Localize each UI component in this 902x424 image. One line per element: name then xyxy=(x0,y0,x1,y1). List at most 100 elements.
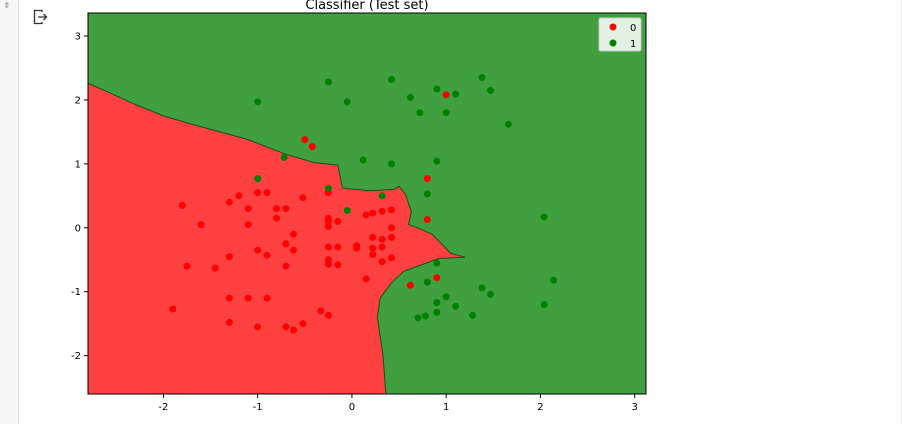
point-class-0 xyxy=(197,221,205,229)
point-class-0 xyxy=(254,246,262,254)
point-class-1 xyxy=(504,120,512,128)
point-class-0 xyxy=(301,136,309,144)
point-class-0 xyxy=(290,230,297,238)
y-tick-label: 3 xyxy=(75,32,81,43)
point-class-0 xyxy=(290,326,297,334)
point-class-0 xyxy=(225,198,233,206)
point-class-1 xyxy=(423,278,431,286)
point-class-0 xyxy=(433,274,441,282)
plot-frame xyxy=(87,12,647,395)
point-class-1 xyxy=(324,78,332,86)
point-class-0 xyxy=(282,205,290,213)
point-class-0 xyxy=(362,211,370,219)
point-class-0 xyxy=(273,205,280,213)
point-class-0 xyxy=(442,91,450,99)
point-class-1 xyxy=(540,213,548,221)
point-class-0 xyxy=(406,281,414,289)
x-tick-label: 0 xyxy=(349,402,355,413)
point-class-0 xyxy=(225,294,233,302)
point-class-0 xyxy=(324,243,332,251)
point-class-0 xyxy=(299,194,307,202)
point-class-1 xyxy=(406,93,414,101)
point-class-1 xyxy=(343,98,351,106)
point-class-1 xyxy=(433,299,441,307)
point-class-0 xyxy=(263,294,271,302)
point-class-0 xyxy=(324,311,332,319)
point-class-0 xyxy=(225,318,233,326)
x-tick-label: 1 xyxy=(443,402,449,413)
point-class-0 xyxy=(282,262,290,270)
point-class-1 xyxy=(433,259,441,267)
point-class-0 xyxy=(423,175,431,183)
point-class-0 xyxy=(169,305,177,313)
legend-label-1: 1 xyxy=(630,39,636,50)
point-class-0 xyxy=(317,307,325,315)
point-class-0 xyxy=(369,251,377,259)
x-tick-label: -2 xyxy=(158,402,168,413)
point-class-0 xyxy=(353,244,361,252)
point-class-1 xyxy=(343,207,351,214)
point-class-1 xyxy=(416,109,424,117)
point-class-1 xyxy=(478,74,486,82)
point-class-0 xyxy=(263,251,271,259)
y-tick-label: 1 xyxy=(75,159,81,170)
point-class-0 xyxy=(369,244,377,252)
point-class-0 xyxy=(299,320,307,328)
point-class-1 xyxy=(254,98,262,106)
point-class-1 xyxy=(414,314,422,322)
point-class-0 xyxy=(362,275,370,283)
point-class-0 xyxy=(183,262,191,270)
x-tick-label: 2 xyxy=(537,402,543,413)
point-class-1 xyxy=(433,85,441,93)
point-class-0 xyxy=(378,243,386,251)
point-class-1 xyxy=(421,312,429,320)
point-class-0 xyxy=(334,261,342,269)
point-class-1 xyxy=(550,276,558,284)
point-class-0 xyxy=(254,189,262,197)
point-class-1 xyxy=(433,308,441,316)
point-class-1 xyxy=(487,290,494,298)
point-class-0 xyxy=(263,189,271,197)
point-class-1 xyxy=(478,284,486,292)
point-class-0 xyxy=(282,240,290,248)
point-class-0 xyxy=(388,224,395,232)
point-class-1 xyxy=(433,157,441,165)
point-class-0 xyxy=(324,260,332,268)
classifier-chart: Classifier (Test set) -2 -1 0 1 2 3 -2-10123 … xyxy=(71,0,647,413)
point-class-0 xyxy=(369,209,377,217)
point-class-0 xyxy=(244,205,252,213)
legend-marker-0 xyxy=(609,23,617,31)
point-class-1 xyxy=(452,302,460,310)
point-class-0 xyxy=(282,323,290,331)
point-class-0 xyxy=(324,223,332,230)
point-class-1 xyxy=(540,301,548,308)
x-tick-label: -1 xyxy=(253,402,263,413)
point-class-1 xyxy=(469,311,477,319)
point-class-1 xyxy=(254,175,262,183)
point-class-0 xyxy=(388,206,395,214)
point-class-0 xyxy=(334,217,342,225)
point-class-0 xyxy=(308,143,316,151)
point-class-1 xyxy=(280,154,288,161)
point-class-0 xyxy=(244,294,252,302)
chart-title: Classifier (Test set) xyxy=(305,0,428,13)
y-tick-label: 0 xyxy=(75,223,81,234)
point-class-0 xyxy=(254,323,262,331)
point-class-1 xyxy=(324,184,332,192)
point-class-1 xyxy=(442,293,450,301)
region-class-0 xyxy=(88,82,466,394)
point-class-0 xyxy=(369,233,377,241)
output-expand-icon[interactable] xyxy=(32,9,48,25)
y-tick-label: 2 xyxy=(75,95,81,106)
legend-label-0: 0 xyxy=(630,23,636,34)
point-class-0 xyxy=(378,207,386,215)
point-class-0 xyxy=(378,235,386,243)
collapse-output-icon[interactable]: ⇟ xyxy=(3,1,11,11)
point-class-0 xyxy=(388,254,395,262)
point-class-0 xyxy=(235,192,243,200)
point-class-1 xyxy=(378,192,386,200)
y-tick-label: -2 xyxy=(71,351,81,362)
point-class-1 xyxy=(442,109,450,117)
point-class-1 xyxy=(388,160,395,168)
point-class-0 xyxy=(225,253,233,261)
